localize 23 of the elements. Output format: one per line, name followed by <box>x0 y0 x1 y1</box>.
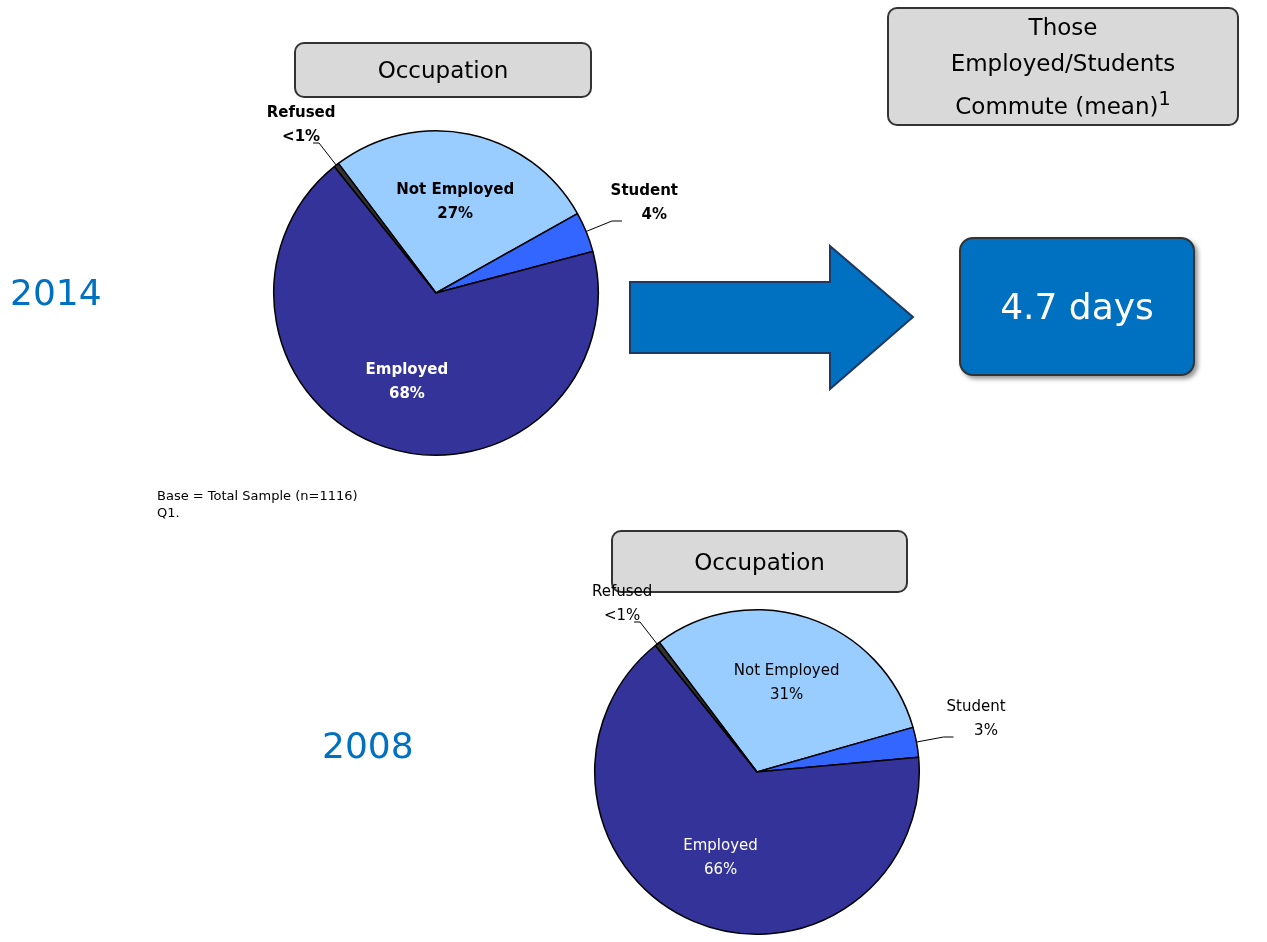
slice-label: Student <box>946 696 1006 715</box>
slice-label: Student <box>610 181 679 200</box>
text: 2008 <box>322 725 414 766</box>
data-label: <1% <box>603 605 641 624</box>
slice-label: Refused <box>266 102 336 121</box>
data-label: 27% <box>437 203 474 222</box>
data-label: 3% <box>974 720 998 739</box>
slice-label: Not Employed <box>396 179 515 198</box>
text: Q1. <box>157 505 180 520</box>
text: 4.7 days <box>959 237 1195 376</box>
chart-title: Occupation <box>377 56 509 85</box>
slice-label: Not Employed <box>733 661 840 680</box>
slice-label: Employed <box>365 359 449 378</box>
data-label: 4% <box>641 205 668 224</box>
text: 2014 <box>10 272 102 313</box>
data-label: 68% <box>388 383 425 402</box>
data-label: 31% <box>769 685 804 704</box>
chart-title: Occupation <box>694 547 825 577</box>
data-label: <1% <box>282 126 321 145</box>
data-label: 66% <box>703 859 738 878</box>
text: Base = Total Sample (n=1116) <box>157 488 358 503</box>
text: Those Employed/Students Commute (mean)$^{1}$ <box>949 13 1177 121</box>
slice-label: Employed <box>683 835 758 854</box>
